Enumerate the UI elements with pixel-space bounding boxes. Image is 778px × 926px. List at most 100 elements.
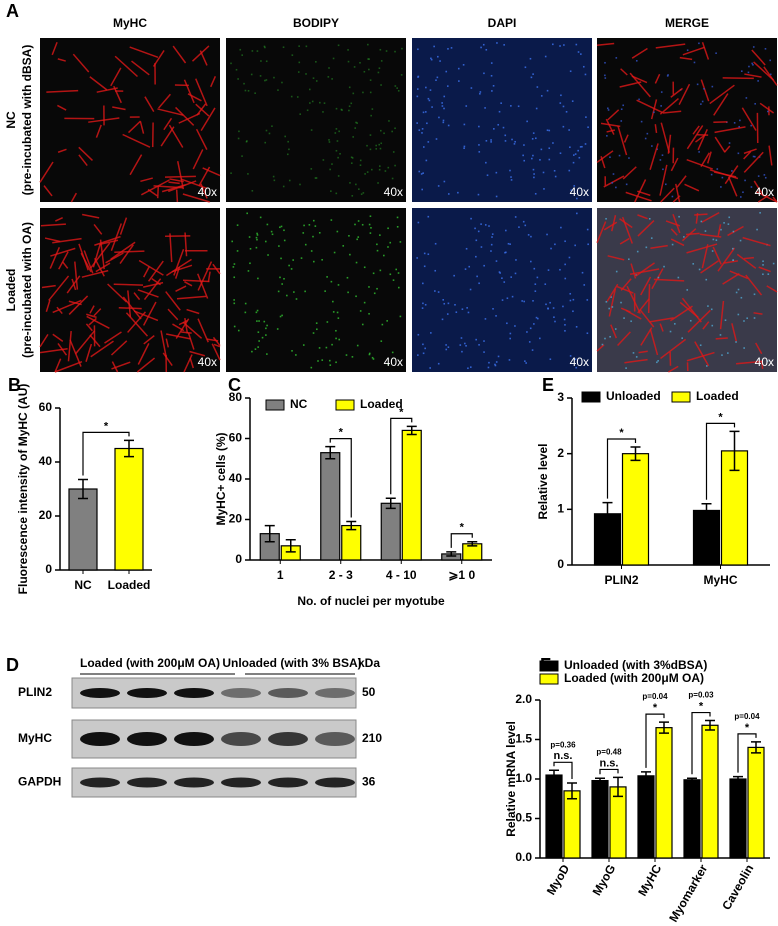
bar bbox=[701, 724, 719, 859]
speck bbox=[330, 219, 333, 221]
speck bbox=[423, 265, 426, 268]
fiber bbox=[182, 279, 210, 283]
speck bbox=[256, 234, 259, 236]
speck bbox=[230, 62, 232, 65]
speck bbox=[376, 243, 378, 246]
speck bbox=[397, 272, 400, 274]
speck bbox=[751, 62, 753, 65]
speck bbox=[490, 250, 492, 252]
legend-swatch bbox=[335, 399, 355, 411]
bar bbox=[591, 779, 609, 859]
speck bbox=[311, 100, 314, 103]
fiber bbox=[625, 309, 642, 320]
fiber bbox=[635, 262, 655, 277]
band bbox=[80, 777, 120, 788]
speck bbox=[308, 224, 311, 226]
speck bbox=[329, 168, 331, 171]
micrograph bbox=[226, 208, 406, 372]
speck bbox=[273, 76, 275, 79]
speck bbox=[667, 74, 669, 76]
speck bbox=[488, 225, 490, 227]
speck bbox=[754, 102, 756, 105]
speck bbox=[469, 366, 472, 368]
speck bbox=[338, 130, 340, 133]
speck bbox=[254, 348, 257, 350]
fiber bbox=[596, 221, 607, 244]
speck bbox=[747, 71, 750, 74]
magnification: 40x bbox=[755, 355, 774, 369]
error-bar bbox=[701, 503, 712, 518]
panel-letter: B bbox=[8, 375, 21, 395]
speck bbox=[355, 261, 358, 264]
speck bbox=[373, 292, 376, 295]
speck bbox=[705, 278, 708, 281]
significance: * bbox=[745, 722, 750, 734]
speck bbox=[764, 48, 767, 50]
speck bbox=[355, 183, 357, 186]
speck bbox=[549, 301, 551, 304]
speck bbox=[527, 234, 530, 236]
speck bbox=[511, 138, 513, 141]
speck bbox=[238, 130, 240, 133]
speck bbox=[387, 246, 389, 248]
speck bbox=[370, 114, 372, 117]
fiber bbox=[620, 68, 628, 76]
speck bbox=[628, 157, 630, 159]
speck bbox=[277, 89, 279, 91]
significance-bracket bbox=[737, 733, 757, 773]
speck bbox=[511, 295, 514, 298]
speck bbox=[335, 337, 337, 340]
speck bbox=[532, 300, 534, 302]
speck bbox=[251, 50, 254, 52]
speck bbox=[422, 111, 425, 114]
speck bbox=[366, 144, 368, 147]
speck bbox=[359, 159, 362, 162]
speck bbox=[767, 273, 770, 276]
y-axis-label: Relative level bbox=[536, 443, 550, 519]
speck bbox=[510, 276, 513, 278]
speck bbox=[465, 247, 468, 250]
speck bbox=[750, 186, 753, 188]
speck bbox=[267, 254, 269, 256]
speck bbox=[531, 138, 534, 140]
speck bbox=[711, 324, 714, 327]
row-label: Loaded bbox=[4, 269, 18, 312]
band bbox=[174, 688, 214, 698]
speck bbox=[463, 145, 466, 148]
fiber bbox=[742, 236, 771, 247]
speck bbox=[435, 138, 438, 140]
fiber bbox=[86, 315, 110, 329]
speck bbox=[233, 325, 236, 328]
speck bbox=[293, 291, 295, 293]
speck bbox=[375, 144, 377, 147]
speck bbox=[380, 60, 383, 62]
fiber bbox=[637, 220, 655, 237]
speck bbox=[715, 52, 717, 55]
fiber bbox=[731, 323, 738, 342]
speck bbox=[565, 111, 568, 113]
speck bbox=[265, 79, 268, 81]
speck bbox=[315, 322, 318, 324]
fiber bbox=[104, 331, 122, 344]
speck bbox=[232, 266, 235, 268]
speck bbox=[671, 195, 674, 198]
bar bbox=[68, 488, 98, 571]
speck bbox=[620, 120, 623, 122]
speck bbox=[615, 186, 617, 189]
speck bbox=[478, 344, 480, 346]
speck bbox=[245, 140, 248, 143]
speck bbox=[334, 132, 337, 134]
significance-bracket bbox=[606, 438, 637, 499]
speck bbox=[678, 215, 680, 218]
fiber bbox=[110, 241, 136, 260]
fiber bbox=[755, 342, 763, 355]
fiber bbox=[144, 96, 155, 113]
speck bbox=[388, 120, 390, 122]
speck bbox=[330, 280, 333, 283]
speck bbox=[748, 65, 750, 68]
speck bbox=[325, 346, 328, 349]
fiber bbox=[89, 305, 95, 314]
speck bbox=[483, 264, 485, 267]
speck bbox=[273, 179, 276, 182]
